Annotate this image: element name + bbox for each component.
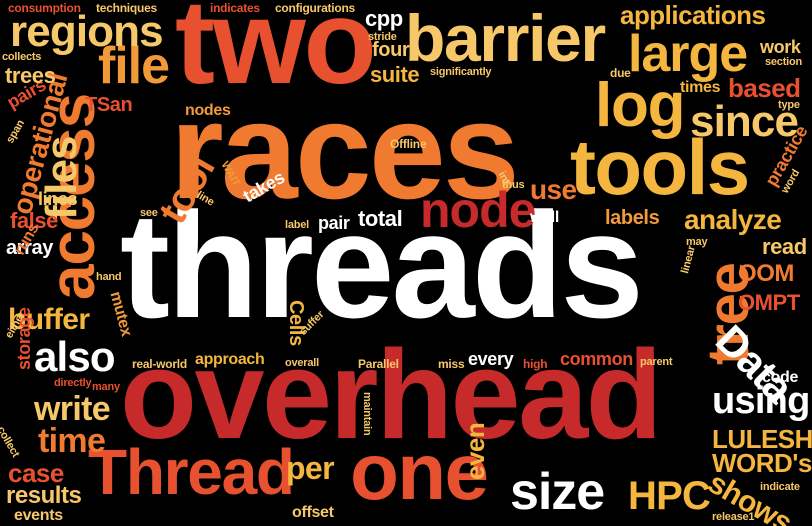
word-techniques: techniques <box>96 1 157 15</box>
word-offset: offset <box>292 504 334 521</box>
word-collects: collects <box>2 51 42 63</box>
word-buffer: buffer <box>8 303 90 336</box>
word-size: size <box>510 463 605 521</box>
word-hand: hand <box>96 271 122 283</box>
word-see: see <box>140 207 158 219</box>
word-large: large <box>628 25 748 83</box>
word-regions: regions <box>10 7 164 56</box>
word-even: even <box>460 422 490 480</box>
word-nodes: nodes <box>185 102 231 119</box>
word-work: work <box>760 37 801 57</box>
word-using: using <box>712 380 810 422</box>
word-thread: Thread <box>88 436 295 508</box>
word-log: log <box>595 71 685 140</box>
word-stride: stride <box>368 31 397 43</box>
word-tsan: TSan <box>85 94 133 116</box>
word-real-world: real-world <box>132 357 187 371</box>
word-array: array <box>6 237 53 259</box>
word-analyze: analyze <box>684 204 782 235</box>
word-cpp: cpp <box>365 6 403 31</box>
word-time: time <box>38 422 106 460</box>
word-tools: tools <box>570 123 750 211</box>
word-consumption: consumption <box>8 1 81 15</box>
word-races: races <box>170 74 520 228</box>
word-times: times <box>680 79 721 96</box>
word-per: per <box>286 450 335 486</box>
word-based: based <box>728 73 801 103</box>
word-words-possessive: WORD's <box>712 448 812 478</box>
word-read: read <box>762 234 807 259</box>
word-indicate: indicate <box>760 481 800 493</box>
word-indicates: indicates <box>210 1 260 15</box>
word-many: many <box>92 381 120 393</box>
word-collect: collect <box>0 424 22 460</box>
word-write: write <box>34 390 111 428</box>
word-release1: release1 <box>712 511 755 523</box>
word-ompt: OMPT <box>738 290 800 315</box>
word-two: two <box>175 0 377 109</box>
word-four: four <box>372 39 410 61</box>
word-significantly: significantly <box>430 66 492 78</box>
word-file: file <box>98 37 170 95</box>
word-results: results <box>6 482 82 509</box>
word-trees: trees <box>5 63 56 88</box>
word-overhead: overhead <box>120 324 663 465</box>
word-lulesh: LULESH <box>712 424 812 454</box>
word-configurations: configurations <box>275 1 355 15</box>
word-may: may <box>686 236 708 248</box>
word-lines: lines <box>38 189 78 209</box>
word-since: since <box>690 97 799 146</box>
word-false: false <box>10 208 58 233</box>
word-hpc: HPC <box>628 474 711 518</box>
word-label: label <box>285 219 309 231</box>
word-maintain: maintain <box>361 392 373 436</box>
word-pair: pair <box>318 213 350 233</box>
word-overall: overall <box>285 357 319 369</box>
word-barrier: barrier <box>405 1 606 75</box>
word-common: common <box>560 349 633 369</box>
word-events: events <box>14 507 63 524</box>
word-directly: directly <box>54 377 92 389</box>
word-total: total <box>358 206 403 231</box>
word-parent: parent <box>640 356 673 368</box>
word-node: node <box>420 182 536 238</box>
word-also: also <box>34 333 116 380</box>
word-well: well <box>530 209 559 226</box>
word-offline: Offline <box>390 137 427 151</box>
word-due: due <box>610 66 631 80</box>
word-labels: labels <box>605 207 660 229</box>
word-one: one <box>350 427 489 516</box>
word-suite: suite <box>370 62 420 87</box>
word-use: use <box>530 174 577 205</box>
word-code: code <box>762 369 799 386</box>
word-applications: applications <box>620 0 766 30</box>
word-threads: threads <box>120 181 644 349</box>
word-miss: miss <box>438 357 465 371</box>
word-case: case <box>8 458 64 488</box>
word-approach: approach <box>195 351 265 368</box>
word-high: high <box>523 357 548 371</box>
word-section: section <box>765 56 802 68</box>
word-thus: thus <box>502 179 525 191</box>
word-type: type <box>778 99 800 111</box>
word-oom: OOM <box>738 260 794 287</box>
word-every: every <box>468 349 514 369</box>
word-parallel: Parallel <box>358 357 399 371</box>
